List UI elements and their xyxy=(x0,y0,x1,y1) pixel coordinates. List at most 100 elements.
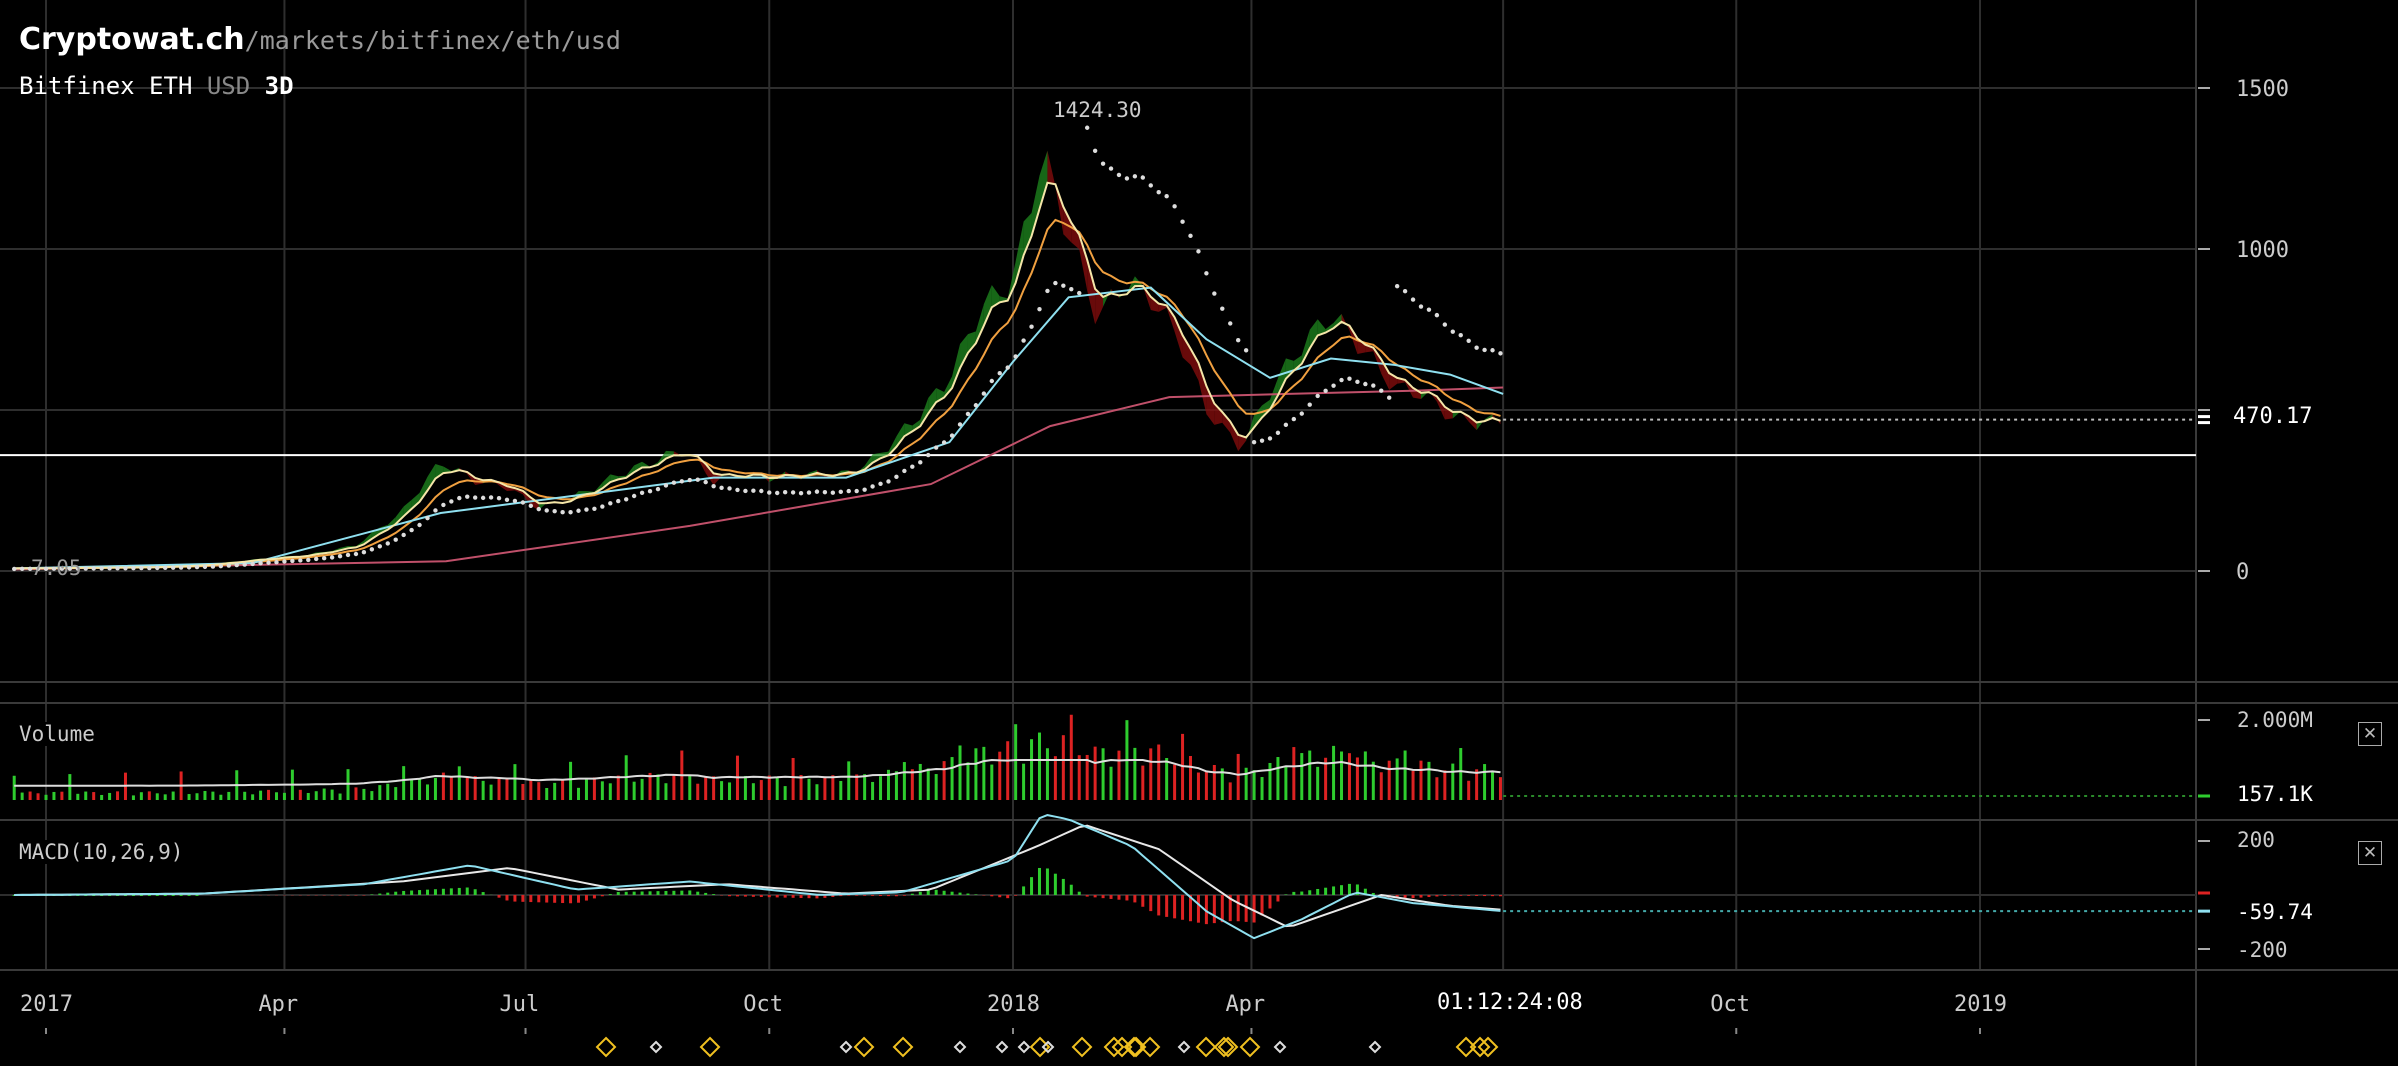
volume-bar[interactable] xyxy=(473,776,477,800)
volume-bar[interactable] xyxy=(577,787,581,800)
volume-bar[interactable] xyxy=(1228,782,1232,800)
volume-bar[interactable] xyxy=(704,776,708,800)
volume-bar[interactable] xyxy=(998,751,1002,800)
event-marker-large[interactable] xyxy=(1139,1036,1161,1058)
volume-bar[interactable] xyxy=(322,788,326,800)
event-marker-small[interactable] xyxy=(1041,1040,1055,1054)
volume-bar[interactable] xyxy=(481,780,485,800)
event-marker-large[interactable] xyxy=(853,1036,875,1058)
volume-bar[interactable] xyxy=(1451,763,1455,800)
volume-bar[interactable] xyxy=(720,781,724,800)
event-marker-large[interactable] xyxy=(1195,1036,1217,1058)
volume-bar[interactable] xyxy=(894,771,898,800)
volume-bar[interactable] xyxy=(1260,777,1264,800)
ema-slow-line[interactable] xyxy=(14,286,1504,570)
volume-bar[interactable] xyxy=(354,787,358,800)
volume-bar[interactable] xyxy=(942,761,946,800)
volume-bar[interactable] xyxy=(131,795,135,800)
volume-bar[interactable] xyxy=(1189,756,1193,800)
volume-bar[interactable] xyxy=(394,787,398,800)
volume-bar[interactable] xyxy=(52,791,56,800)
volume-bar[interactable] xyxy=(505,777,509,800)
site-logo-link[interactable]: Cryptowat.ch xyxy=(19,22,245,57)
volume-bar[interactable] xyxy=(219,794,223,800)
volume-bar[interactable] xyxy=(1483,764,1487,800)
volume-bar[interactable] xyxy=(274,792,278,800)
volume-bar[interactable] xyxy=(187,794,191,800)
volume-bar[interactable] xyxy=(569,761,573,800)
volume-bar[interactable] xyxy=(251,794,255,800)
volume-bar[interactable] xyxy=(116,791,120,800)
volume-bar[interactable] xyxy=(1411,770,1415,800)
volume-bar[interactable] xyxy=(227,791,231,800)
volume-bar[interactable] xyxy=(926,768,930,800)
volume-bar[interactable] xyxy=(92,792,96,800)
event-marker-large[interactable] xyxy=(1111,1036,1133,1058)
volume-bar[interactable] xyxy=(839,780,843,800)
volume-bar[interactable] xyxy=(338,793,342,800)
volume-bar[interactable] xyxy=(410,779,414,800)
volume-bar[interactable] xyxy=(600,781,604,800)
volume-bar[interactable] xyxy=(1141,765,1145,800)
volume-bar[interactable] xyxy=(68,774,72,800)
volume-bar[interactable] xyxy=(1045,748,1049,800)
volume-bar[interactable] xyxy=(1030,739,1034,800)
volume-bar[interactable] xyxy=(1387,760,1391,800)
volume-bar[interactable] xyxy=(1443,770,1447,800)
volume-bar[interactable] xyxy=(203,790,207,800)
volume-bar[interactable] xyxy=(1173,764,1177,800)
volume-bar[interactable] xyxy=(847,761,851,800)
volume-bar[interactable] xyxy=(1252,770,1256,800)
volume-bar[interactable] xyxy=(712,776,716,800)
volume-bar[interactable] xyxy=(370,791,374,800)
volume-bar[interactable] xyxy=(449,776,453,800)
volume-bar[interactable] xyxy=(1268,762,1272,800)
volume-bar[interactable] xyxy=(751,783,755,800)
event-marker-large[interactable] xyxy=(595,1036,617,1058)
volume-bar[interactable] xyxy=(426,784,430,800)
volume-bar[interactable] xyxy=(298,789,302,800)
volume-bar[interactable] xyxy=(465,777,469,800)
volume-bar[interactable] xyxy=(553,782,557,800)
event-marker-large[interactable] xyxy=(1455,1036,1477,1058)
period-selector[interactable]: 3D xyxy=(264,72,294,100)
volume-bar[interactable] xyxy=(267,789,271,800)
volume-bar[interactable] xyxy=(195,793,199,800)
volume-bar[interactable] xyxy=(1037,732,1041,800)
volume-bar[interactable] xyxy=(902,762,906,800)
volume-bar[interactable] xyxy=(108,792,112,800)
volume-bar[interactable] xyxy=(1117,750,1121,800)
volume-bar[interactable] xyxy=(211,791,215,800)
macd-plot[interactable] xyxy=(0,814,2210,950)
event-marker-small[interactable] xyxy=(995,1040,1009,1054)
volume-bar[interactable] xyxy=(616,775,620,800)
volume-bar[interactable] xyxy=(28,791,32,800)
volume-bar[interactable] xyxy=(879,776,883,800)
volume-bar[interactable] xyxy=(1006,741,1010,800)
volume-bar[interactable] xyxy=(958,745,962,800)
volume-bar[interactable] xyxy=(243,791,247,800)
volume-bar[interactable] xyxy=(743,775,747,800)
volume-bar[interactable] xyxy=(918,763,922,800)
volume-bar[interactable] xyxy=(1069,714,1073,800)
volume-bar[interactable] xyxy=(441,772,445,800)
volume-bar[interactable] xyxy=(648,772,652,800)
volume-bar[interactable] xyxy=(1061,735,1065,800)
volume-bar[interactable] xyxy=(1300,753,1304,800)
volume-bar[interactable] xyxy=(513,764,517,800)
volume-bar[interactable] xyxy=(767,775,771,800)
event-marker-large[interactable] xyxy=(1103,1036,1125,1058)
volume-bar[interactable] xyxy=(799,774,803,800)
volume-bar[interactable] xyxy=(378,785,382,800)
event-marker-small[interactable] xyxy=(953,1040,967,1054)
event-marker-small[interactable] xyxy=(649,1040,663,1054)
volume-bar[interactable] xyxy=(155,793,159,800)
event-marker-large[interactable] xyxy=(892,1036,914,1058)
volume-bar[interactable] xyxy=(1363,751,1367,800)
volume-bar[interactable] xyxy=(934,774,938,800)
volume-bar[interactable] xyxy=(1212,764,1216,800)
volume-bar[interactable] xyxy=(1371,761,1375,800)
volume-bar[interactable] xyxy=(886,769,890,800)
volume-bar[interactable] xyxy=(433,777,437,800)
